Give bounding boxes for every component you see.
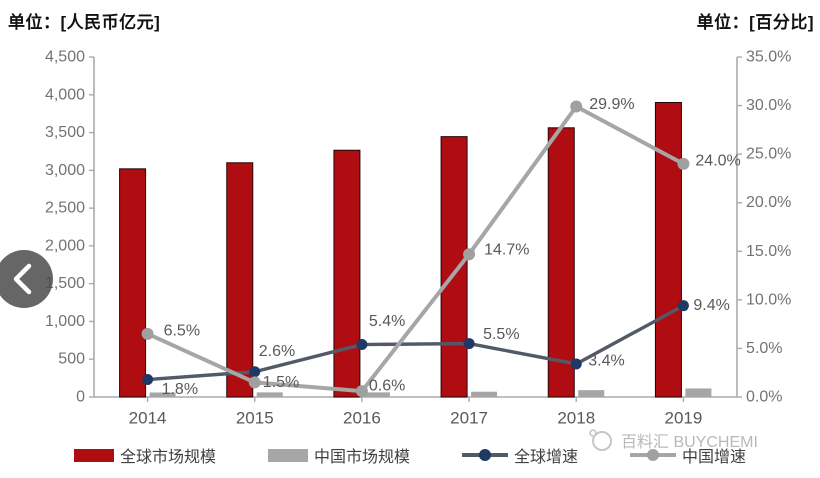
global-market-size-bar-2017 xyxy=(440,136,468,398)
right-axis-tick-label: 25.0% xyxy=(746,146,791,163)
category-label-2017: 2017 xyxy=(450,409,488,428)
global-growth-data-label-2014: 1.8% xyxy=(162,381,198,398)
global-growth-data-label-2018: 3.4% xyxy=(588,352,624,369)
left-axis-tick-label: 500 xyxy=(58,351,85,368)
china-growth-marker-2015 xyxy=(248,376,261,389)
combo-chart-canvas: 0 500 1,000 1,500 2,000 2,500 3,000 3,500 4,000 4… xyxy=(45,49,791,428)
legend-item-global-market-size[interactable]: 全球市场规模 xyxy=(73,443,216,467)
right-axis-tick-label: 35.0% xyxy=(746,49,791,66)
left-axis-tick-label: 2,500 xyxy=(45,200,85,217)
china-growth-data-label-2019: 24.0% xyxy=(695,152,740,169)
right-axis-tick-label: 15.0% xyxy=(746,243,791,260)
category-label-2019: 2019 xyxy=(665,409,703,428)
china-market-size-swatch xyxy=(267,448,308,462)
global-growth-marker-2016 xyxy=(356,339,368,351)
right-axis-tick-label: 30.0% xyxy=(746,97,791,114)
china-growth-data-label-2016: 0.6% xyxy=(369,378,405,395)
left-axis-tick-label: 2,000 xyxy=(45,237,85,254)
china-growth-marker-2019 xyxy=(677,157,690,170)
legend-label-global-growth: 全球增速 xyxy=(514,449,579,466)
china-growth-data-label-2018: 29.9% xyxy=(589,96,634,113)
legend-label-china-market-size: 中国市场规模 xyxy=(313,449,410,466)
left-axis-tick-label: 4,500 xyxy=(45,49,85,66)
global-market-size-bar-2018 xyxy=(547,127,575,398)
right-axis-tick-label: 0.0% xyxy=(746,389,782,406)
china-growth-marker-2014 xyxy=(141,327,154,340)
global-growth-marker-2014 xyxy=(142,374,154,386)
right-axis-tick-label: 5.0% xyxy=(746,340,782,357)
global-market-size-bar-2014 xyxy=(119,168,147,398)
left-axis-tick-label: 3,000 xyxy=(45,162,85,179)
chart-legend: 全球市场规模 中国市场规模 全球增速 中国增速 xyxy=(0,443,820,467)
china-growth-data-label-2015: 1.5% xyxy=(263,374,299,391)
china-growth-swatch xyxy=(630,448,677,462)
global-market-size-bar-2016 xyxy=(333,149,361,398)
global-growth-data-label-2017: 5.5% xyxy=(483,326,519,343)
global-market-size-swatch xyxy=(73,448,114,462)
left-axis-tick-label: 4,000 xyxy=(45,86,85,103)
global-growth-marker-2015 xyxy=(249,366,261,378)
category-label-2014: 2014 xyxy=(129,409,167,428)
china-growth-data-label-2014: 6.5% xyxy=(164,322,200,339)
right-axis-tick-label: 20.0% xyxy=(746,194,791,211)
global-growth-data-label-2015: 2.6% xyxy=(259,343,295,360)
global-growth-marker-2019 xyxy=(677,300,689,312)
left-axis-tick-label: 3,500 xyxy=(45,124,85,141)
global-growth-data-label-2016: 5.4% xyxy=(369,313,405,330)
legend-item-global-growth[interactable]: 全球增速 xyxy=(462,443,578,467)
left-axis-tick-label: 1,500 xyxy=(45,275,85,292)
global-market-size-bar-2015 xyxy=(226,162,254,398)
legend-item-china-market-size[interactable]: 中国市场规模 xyxy=(267,443,410,467)
left-axis-unit-title: 单位：[人民币亿元] xyxy=(8,13,161,32)
global-growth-swatch xyxy=(462,448,508,462)
global-growth-marker-2018 xyxy=(570,358,582,370)
category-label-2016: 2016 xyxy=(343,409,381,428)
china-growth-marker-2018 xyxy=(570,100,583,113)
category-label-2015: 2015 xyxy=(236,409,274,428)
right-axis-unit-title: 单位：[百分比] xyxy=(696,13,814,32)
china-market-size-bar-2015 xyxy=(256,392,283,397)
china-growth-marker-2016 xyxy=(355,385,368,398)
legend-item-china-growth[interactable]: 中国增速 xyxy=(630,443,746,467)
global-growth-marker-2017 xyxy=(463,338,475,350)
china-market-size-bar-2014 xyxy=(149,392,176,397)
china-market-size-bar-2016 xyxy=(363,392,390,397)
china-market-size-bar-2019 xyxy=(685,388,712,397)
category-label-2018: 2018 xyxy=(557,409,595,428)
global-market-size-bar-2019 xyxy=(654,101,682,398)
china-growth-marker-2017 xyxy=(463,248,476,261)
legend-label-global-market-size: 全球市场规模 xyxy=(119,449,216,466)
china-growth-data-label-2017: 14.7% xyxy=(484,242,529,259)
chevron-left-icon xyxy=(13,263,32,295)
previous-slide-button[interactable] xyxy=(0,250,53,308)
china-growth-line xyxy=(146,104,685,394)
china-market-size-bar-2018 xyxy=(578,390,605,397)
left-axis-tick-label: 1,000 xyxy=(45,313,85,330)
global-growth-data-label-2019: 9.4% xyxy=(693,297,729,314)
left-axis-tick-label: 0 xyxy=(76,389,85,406)
legend-label-china-growth: 中国增速 xyxy=(682,449,747,466)
right-axis-tick-label: 10.0% xyxy=(746,291,791,308)
china-market-size-bar-2017 xyxy=(471,391,498,397)
